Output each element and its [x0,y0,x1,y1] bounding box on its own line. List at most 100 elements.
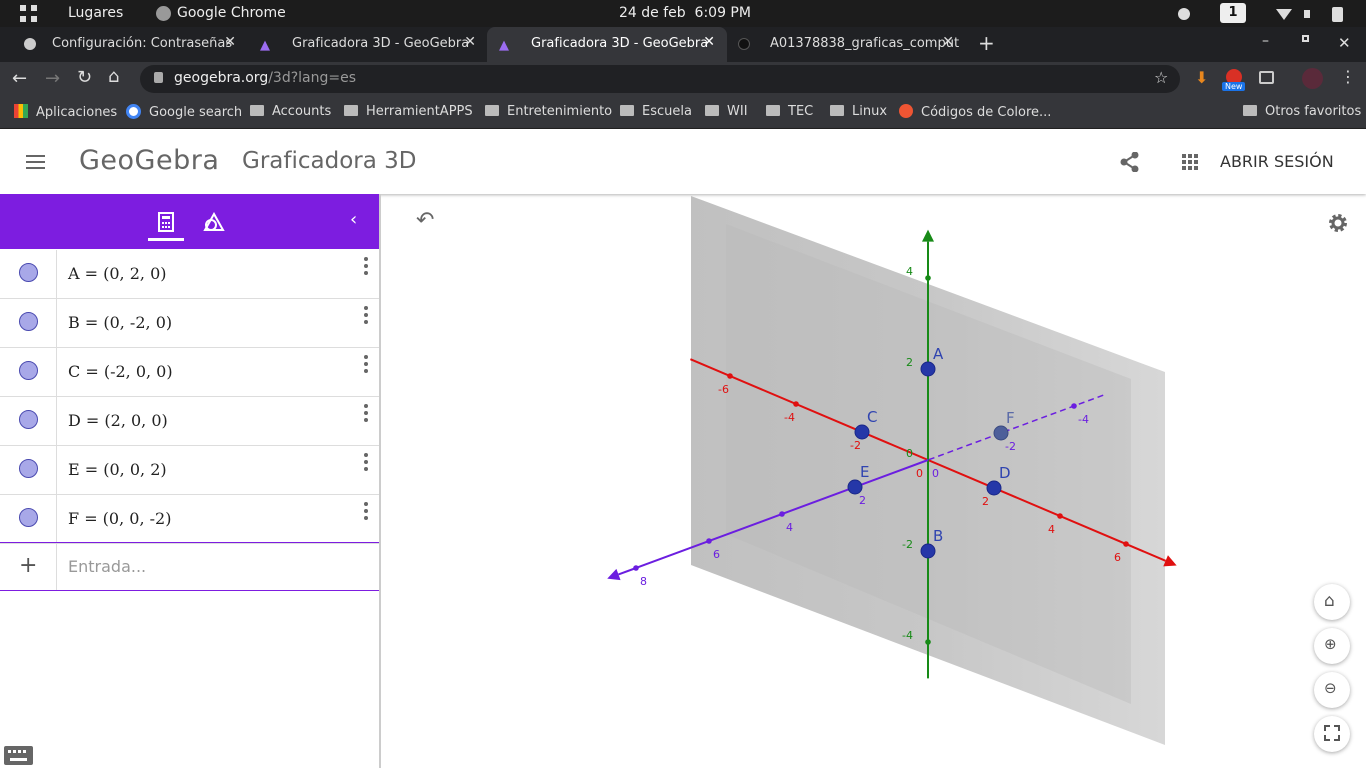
forward-button[interactable]: → [45,68,61,89]
bookmark[interactable]: Accounts [250,104,331,119]
visibility-toggle[interactable] [19,361,38,380]
row-menu[interactable] [364,502,368,523]
input-row[interactable]: + Entrada... [0,542,379,591]
point-label: B [933,527,943,545]
tab-active[interactable]: ▲ Graficadora 3D - GeoGebra ✕ [487,27,727,62]
algebra-entry[interactable]: E = (0, 0, 2) [68,460,167,479]
point-label: C [867,408,877,426]
undo-button[interactable]: ↶ [416,208,434,233]
visibility-toggle[interactable] [19,459,38,478]
keyboard-button[interactable] [4,746,34,766]
algebra-tab[interactable] [158,212,174,232]
bookmark[interactable]: TEC [766,104,813,119]
point [847,479,863,495]
algebra-entry[interactable]: C = (-2, 0, 0) [68,362,173,381]
minimize-button[interactable]: – [1262,33,1269,49]
visibility-toggle[interactable] [19,508,38,527]
row-menu[interactable] [364,453,368,474]
tab-title: Configuración: Contraseñas [52,36,233,51]
bookmark[interactable]: HerramientAPPS [344,104,473,119]
algebra-entry[interactable]: D = (2, 0, 0) [68,411,168,430]
add-button[interactable]: + [19,553,38,578]
bookmark-star[interactable]: ☆ [1154,68,1169,87]
algebra-row[interactable]: C = (-2, 0, 0) [0,348,379,397]
back-button[interactable]: ← [12,68,28,89]
bookmark[interactable]: Escuela [620,104,692,119]
zoom-out-button[interactable]: ⊖ [1314,672,1350,708]
logo[interactable]: GeoGebra [79,145,220,176]
algebra-row[interactable]: F = (0, 0, -2) [0,495,379,544]
places-menu[interactable]: Lugares [68,5,124,21]
activities-icon[interactable] [20,5,38,23]
tick-mark [925,275,931,281]
visibility-toggle[interactable] [19,410,38,429]
url-path: /3d?lang=es [268,70,357,86]
omnibox[interactable]: geogebra.org/3d?lang=es ☆ [140,65,1180,93]
download-icon[interactable]: ⬇ [1195,68,1209,87]
chrome-menu[interactable]: ⋮ [1340,67,1356,86]
active-tab-indicator [148,238,184,241]
algebra-row[interactable]: A = (0, 2, 0) [0,250,379,299]
axis-arrow [922,229,934,242]
algebra-row[interactable]: D = (2, 0, 0) [0,397,379,446]
tools-tab[interactable] [203,212,225,232]
apps-button[interactable] [1182,154,1198,170]
zoom-in-button[interactable]: ⊕ [1314,628,1350,664]
maximize-button[interactable] [1302,35,1309,42]
bookmark-label: Otros favoritos [1265,104,1362,119]
row-menu[interactable] [364,306,368,327]
sign-in-button[interactable]: ABRIR SESIÓN [1220,152,1334,171]
clock[interactable]: 24 de feb 6:09 PM [619,5,751,21]
tab[interactable]: ▲ Graficadora 3D - GeoGebra ✕ [260,34,476,53]
other-bookmarks[interactable]: Otros favoritos [1243,104,1361,119]
algebra-entry[interactable]: A = (0, 2, 0) [68,264,167,283]
row-menu[interactable] [364,257,368,278]
home-view-button[interactable]: ⌂ [1314,584,1350,620]
bookmark[interactable]: Aplicaciones [14,104,117,120]
reload-button[interactable]: ↻ [77,67,93,88]
tick-label: -4 [902,629,913,642]
tick-label: 6 [713,548,720,561]
profile-avatar[interactable] [1302,68,1323,89]
close-button[interactable]: ✕ [1338,34,1351,52]
app-title: Graficadora 3D [242,148,417,174]
bookmark-label: Accounts [272,104,332,119]
tick-label: 6 [1114,551,1121,564]
new-tab-button[interactable]: + [978,31,995,55]
home-button[interactable]: ⌂ [108,66,120,87]
algebra-row[interactable]: E = (0, 0, 2) [0,446,379,495]
workspace-indicator[interactable]: 1 [1220,3,1246,23]
bookmark[interactable]: Linux [830,104,887,119]
tick-label: -4 [784,411,795,424]
algebra-entry[interactable]: F = (0, 0, -2) [68,509,172,528]
algebra-entry[interactable]: B = (0, -2, 0) [68,313,173,332]
tick-label: 0 [916,467,923,480]
tab[interactable]: Configuración: Contraseñas ✕ [8,27,248,62]
axis-line [618,459,929,576]
visibility-toggle[interactable] [19,312,38,331]
chrome-icon [156,6,171,21]
tick-label: 0 [932,467,939,480]
extension-icon[interactable] [1259,71,1274,84]
app-menu[interactable]: Google Chrome [177,5,286,21]
collapse-button[interactable]: ‹ [350,209,358,230]
hamburger-menu[interactable] [26,154,46,170]
bookmark[interactable]: Google search [126,104,242,120]
tick-label: 8 [640,575,647,588]
visibility-toggle[interactable] [19,263,38,282]
graphics-view[interactable]: ↶ -6 -4 -2 0 2 4 6 -4 -2 0 2 4 -4 -2 0 2 4 6 8 A B C D E F ⌂ ⊕ ⊖ [381,194,1366,768]
bookmark[interactable]: Entretenimiento [485,104,612,119]
share-button[interactable] [1120,152,1140,172]
settings-button[interactable] [1327,212,1349,234]
tab[interactable]: A01378838_graficas_comput ✕ [726,27,966,62]
extension-icon[interactable] [1226,69,1242,85]
bookmark[interactable]: Códigos de Colore... [899,104,1051,120]
fullscreen-button[interactable] [1314,716,1350,752]
bookmark-label: HerramientAPPS [366,104,473,119]
row-menu[interactable] [364,355,368,376]
row-menu[interactable] [364,404,368,425]
tick-mark [1123,541,1129,547]
bookmark[interactable]: WII [705,104,748,119]
algebra-row[interactable]: B = (0, -2, 0) [0,299,379,348]
